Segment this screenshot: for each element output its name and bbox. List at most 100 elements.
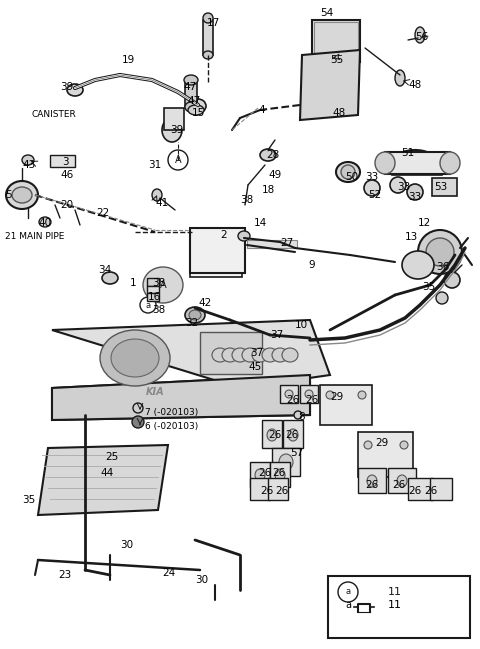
Text: 34: 34 [98,265,111,275]
Ellipse shape [285,390,293,398]
Ellipse shape [364,180,380,196]
Text: 33: 33 [397,182,410,192]
Text: 44: 44 [100,468,113,478]
Text: 39: 39 [60,82,73,92]
Text: 35: 35 [22,495,35,505]
Bar [262,420,282,448]
Ellipse shape [100,330,170,386]
Text: 26: 26 [408,486,421,496]
Text: 27: 27 [280,238,293,248]
Bar [200,332,262,374]
Text: 38: 38 [152,278,165,288]
Bar [147,286,159,293]
Text: 54: 54 [320,8,333,18]
Bar [270,462,290,487]
Bar [320,385,372,425]
Bar [312,20,360,62]
Text: 47: 47 [183,82,196,92]
Bar [250,478,270,500]
Text: 5: 5 [5,190,12,200]
Text: 13: 13 [405,232,418,242]
Text: 8: 8 [298,412,305,422]
Text: 17: 17 [207,18,220,28]
Text: a: a [346,587,350,596]
Text: A: A [160,280,166,290]
Text: 2: 2 [220,230,227,240]
Text: A: A [175,155,181,165]
Bar [388,468,416,493]
Ellipse shape [367,475,377,487]
Bar [314,22,358,60]
Ellipse shape [288,429,298,441]
Ellipse shape [232,348,248,362]
Text: 55: 55 [330,55,343,65]
Ellipse shape [426,238,454,266]
Ellipse shape [188,105,204,115]
Ellipse shape [282,348,298,362]
Text: 52: 52 [368,190,381,200]
Text: 40: 40 [38,218,51,228]
Text: 26: 26 [392,480,405,490]
Ellipse shape [390,177,406,193]
Text: 38: 38 [152,305,165,315]
Ellipse shape [238,231,250,241]
Text: 21 MAIN PIPE: 21 MAIN PIPE [5,232,64,241]
Ellipse shape [12,187,32,203]
Text: 37: 37 [250,348,263,358]
Text: 14: 14 [254,218,267,228]
Circle shape [338,582,358,602]
Bar [392,155,442,175]
Ellipse shape [279,454,293,470]
Text: 26: 26 [286,395,299,405]
Text: 33: 33 [365,172,378,182]
Ellipse shape [415,27,425,43]
Text: 15: 15 [192,108,205,118]
Text: 51: 51 [401,148,414,158]
Ellipse shape [133,403,143,413]
Ellipse shape [222,348,238,362]
Bar [190,232,242,277]
Text: 26: 26 [258,468,271,478]
Text: 23: 23 [58,570,71,580]
Text: 28: 28 [266,150,279,160]
Text: 29: 29 [330,392,343,402]
Ellipse shape [407,184,423,200]
Ellipse shape [393,150,437,174]
Text: 31: 31 [148,160,161,170]
Text: 7 (-020103): 7 (-020103) [145,408,198,417]
Text: 18: 18 [262,185,275,195]
Text: 26: 26 [268,430,281,440]
Bar [300,385,318,403]
Polygon shape [38,445,168,515]
Bar [247,240,297,248]
Ellipse shape [6,181,38,209]
Text: 22: 22 [96,208,109,218]
Text: 53: 53 [434,182,447,192]
Ellipse shape [102,272,118,284]
Bar [280,385,298,403]
Ellipse shape [397,475,407,487]
Ellipse shape [111,339,159,377]
Ellipse shape [252,348,268,362]
Text: 26: 26 [305,395,318,405]
Ellipse shape [336,162,360,182]
Ellipse shape [242,348,258,362]
Ellipse shape [203,13,213,23]
Text: 3: 3 [62,157,69,167]
Bar [203,20,213,55]
Ellipse shape [185,102,197,112]
Text: a: a [345,600,351,610]
Text: 30: 30 [195,575,208,585]
Ellipse shape [395,70,405,86]
Text: 10: 10 [295,320,308,330]
Text: CANISTER: CANISTER [32,110,77,119]
Text: 37: 37 [270,330,283,340]
Ellipse shape [375,152,395,174]
Text: 29: 29 [375,438,388,448]
Text: 26: 26 [260,486,273,496]
Text: 35: 35 [422,282,435,292]
Ellipse shape [262,348,278,362]
Ellipse shape [203,51,213,59]
Ellipse shape [326,391,334,399]
Text: 39: 39 [170,125,183,135]
